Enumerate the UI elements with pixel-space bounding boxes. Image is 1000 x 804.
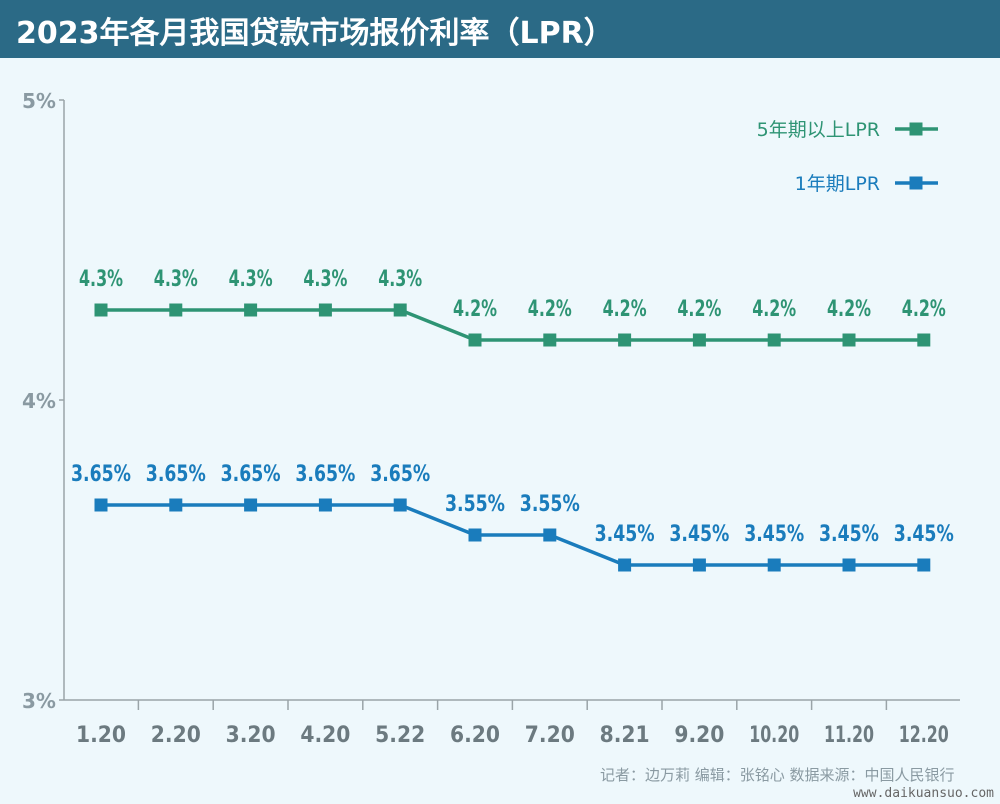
y-tick-label: 5% [22,89,56,113]
data-label: 3.65% [221,462,281,487]
data-label: 4.3% [79,267,123,292]
x-tick-label: 2.20 [151,723,201,748]
data-label: 4.2% [603,297,647,322]
data-point-marker [169,303,183,317]
series-line-2 [101,503,924,567]
data-label: 3.65% [370,462,430,487]
data-point-marker [618,333,632,347]
data-point-marker [767,558,781,572]
data-label: 3.55% [520,492,580,517]
data-point-marker [94,303,108,317]
data-point-marker [692,558,706,572]
data-point-marker [468,333,482,347]
data-label: 4.2% [528,297,572,322]
data-point-marker [318,303,332,317]
x-tick-label: 7.20 [525,723,575,748]
data-label: 4.3% [378,267,422,292]
series-line-1 [101,308,924,342]
data-point-marker [917,558,931,572]
data-point-marker [543,333,557,347]
x-tick-label: 9.20 [674,723,724,748]
data-point-marker [618,558,632,572]
x-tick-label: 11.20 [824,723,874,748]
data-label: 4.3% [154,267,198,292]
data-label: 4.2% [902,297,946,322]
chart-title: 2023年各月我国贷款市场报价利率（LPR） [16,16,614,51]
x-tick-label: 3.20 [226,723,276,748]
data-point-marker [393,498,407,512]
data-point-marker [244,498,258,512]
data-point-marker [94,498,108,512]
x-tick-label: 10.20 [749,723,799,748]
x-tick-label: 1.20 [76,723,126,748]
lpr-line-chart: 3% 4% 5% 1.20 2.20 3.20 4.20 5.22 6.20 7.20 8.21 9.… [22,89,960,748]
x-tick-label: 4.20 [300,723,350,748]
data-point-marker [767,333,781,347]
data-point-marker [692,333,706,347]
y-tick-label: 3% [22,689,56,713]
data-label: 3.65% [146,462,206,487]
data-point-marker [543,528,557,542]
data-label: 4.3% [229,267,273,292]
data-point-marker [318,498,332,512]
data-point-marker [169,498,183,512]
data-label: 3.45% [595,522,655,547]
legend-label: 1年期LPR [795,173,880,195]
data-label: 3.45% [669,522,729,547]
x-tick-label: 6.20 [450,723,500,748]
data-label: 3.45% [894,522,954,547]
legend-label: 5年期以上LPR [757,119,880,141]
data-point-marker [468,528,482,542]
data-label: 4.3% [303,267,347,292]
x-tick-label: 5.22 [375,723,425,748]
data-label: 3.55% [445,492,505,517]
credit-line: 记者：边万莉 编辑：张铭心 数据来源：中国人民银行 [600,766,955,784]
data-label: 3.45% [819,522,879,547]
data-point-marker [244,303,258,317]
data-point-marker [917,333,931,347]
watermark: www.daikuansuo.com [853,786,994,801]
legend-marker [909,176,923,190]
data-point-marker [842,333,856,347]
data-label: 4.2% [677,297,721,322]
data-label: 3.45% [744,522,804,547]
legend-marker [909,122,923,136]
data-point-marker [842,558,856,572]
data-label: 4.2% [827,297,871,322]
data-point-marker [393,303,407,317]
data-label: 4.2% [453,297,497,322]
data-label: 3.65% [71,462,131,487]
x-tick-label: 8.21 [600,723,650,748]
y-tick-label: 4% [22,389,56,413]
x-tick-label: 12.20 [899,723,949,748]
data-label: 3.65% [295,462,355,487]
title-bar: 2023年各月我国贷款市场报价利率（LPR） [0,0,1000,58]
data-label: 4.2% [752,297,796,322]
